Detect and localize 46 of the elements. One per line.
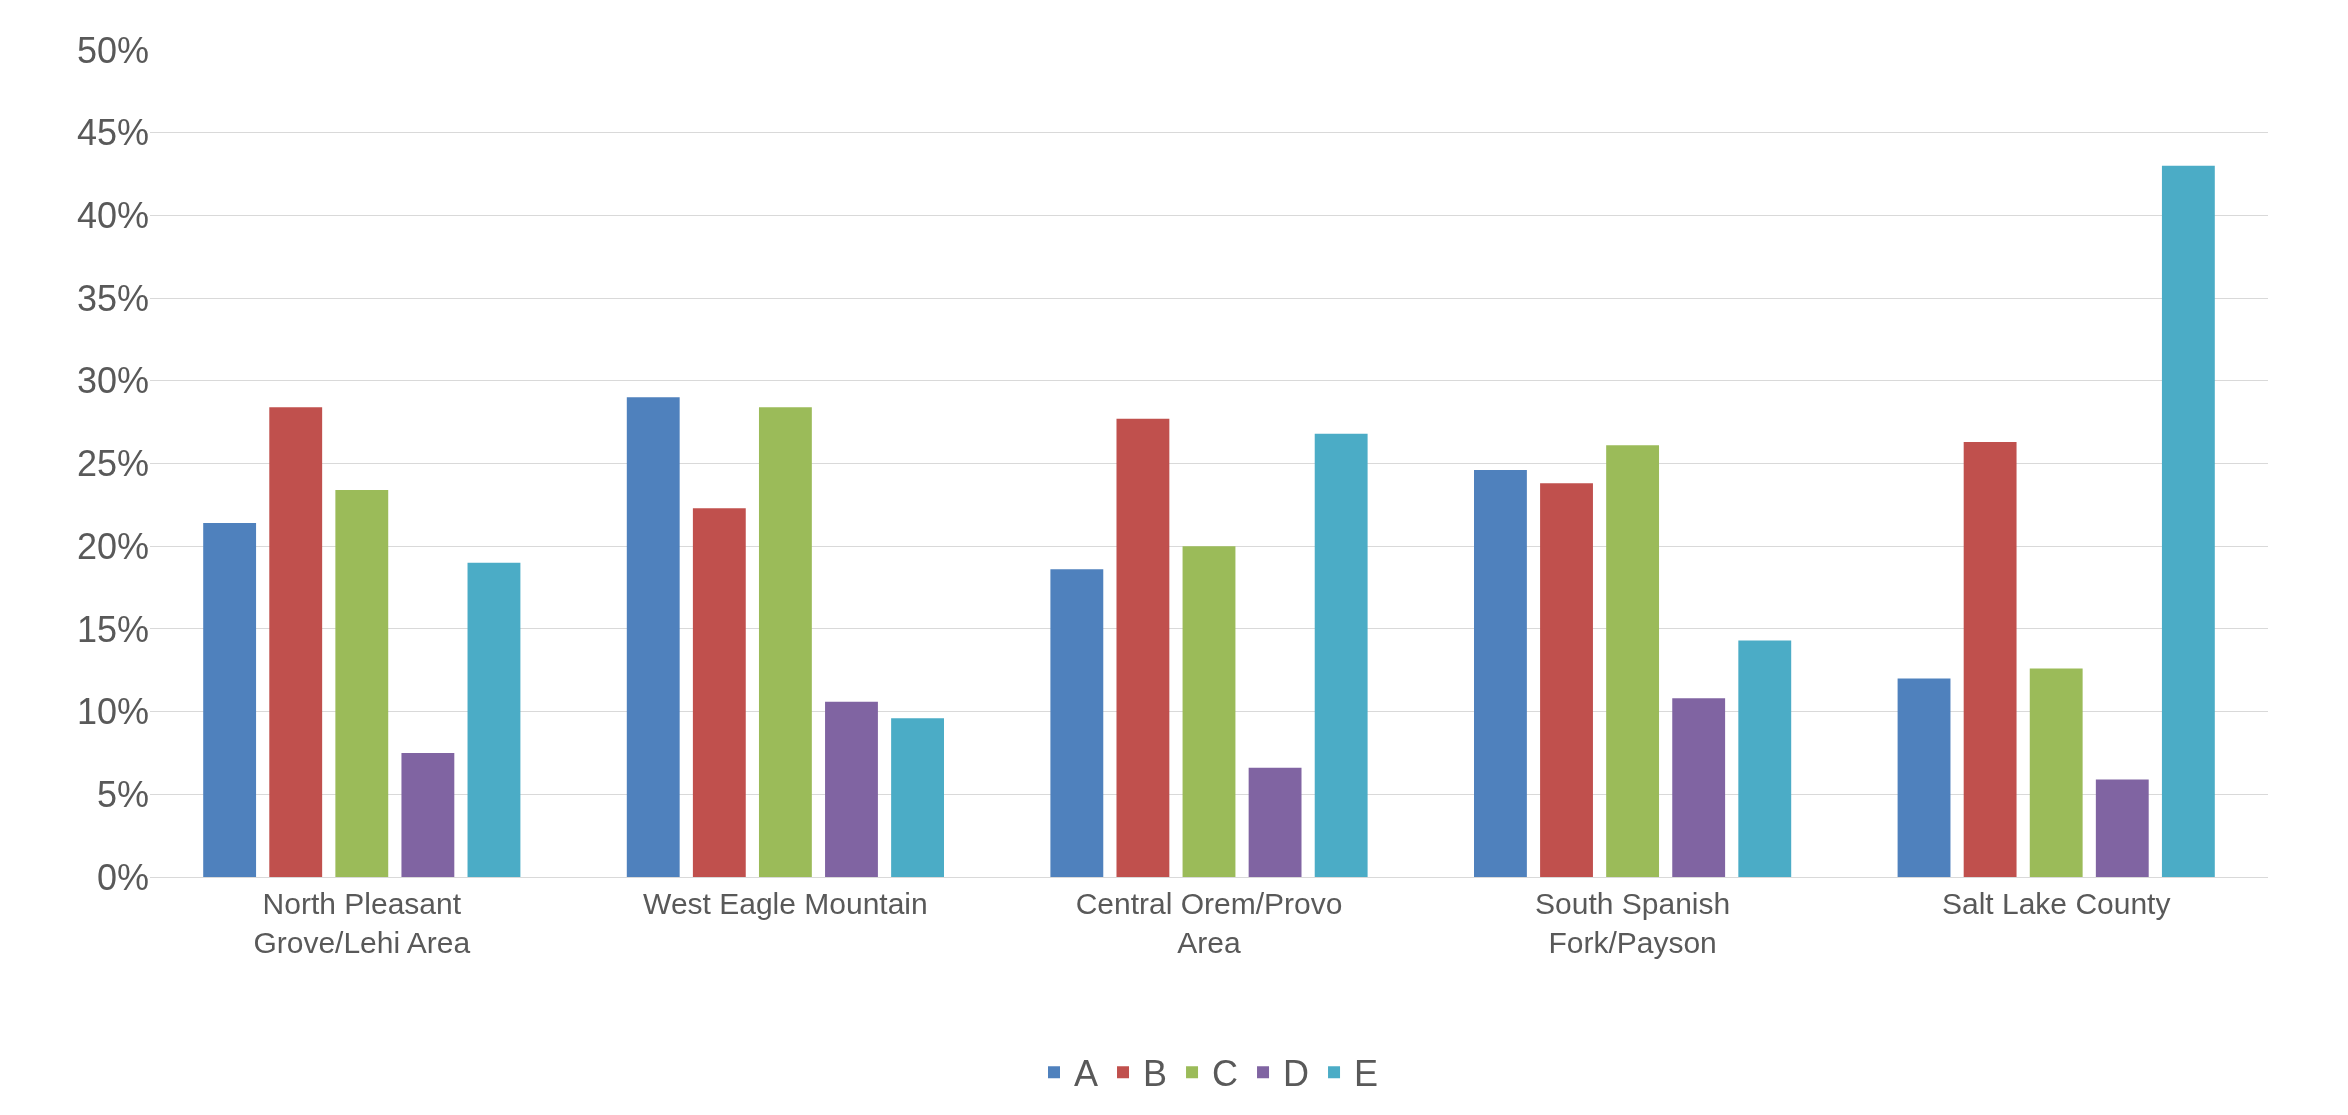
bar (825, 701, 878, 877)
y-tick-label: 10% (76, 691, 149, 733)
bar (891, 718, 944, 877)
bar (1248, 767, 1302, 877)
bar (335, 489, 389, 877)
bar (1116, 418, 1170, 877)
bar (1606, 445, 1660, 877)
bar (626, 397, 680, 877)
x-tick-label: Central Orem/Provo Area (1075, 887, 1343, 959)
y-tick-label: 25% (76, 443, 149, 485)
bar (269, 407, 323, 877)
x-tick-label: South Spanish Fork/Payson (1535, 887, 1731, 959)
x-tick-label: North Pleasant Grove/Lehi Area (253, 887, 471, 959)
legend-label: C (1212, 1053, 1239, 1095)
bar (1050, 569, 1104, 877)
bar (1314, 433, 1368, 877)
legend-label: B (1143, 1053, 1168, 1095)
bar (1738, 640, 1792, 877)
bar (1897, 678, 1951, 877)
bar (2161, 165, 2215, 877)
bar (758, 407, 812, 877)
bar (1963, 442, 2017, 877)
bar (401, 752, 455, 877)
x-tick-label: Salt Lake County (1941, 887, 2171, 920)
bar (2095, 779, 2149, 877)
bar (1672, 698, 1726, 877)
y-tick-label: 35% (76, 277, 149, 319)
x-tick-label: West Eagle Mountain (643, 887, 928, 920)
bar (2029, 668, 2083, 877)
y-tick-label: 20% (76, 525, 149, 567)
y-tick-label: 30% (76, 360, 149, 402)
legend-label: E (1354, 1053, 1379, 1095)
bar (1540, 483, 1593, 877)
bar (203, 523, 257, 877)
bar (1474, 470, 1527, 877)
y-tick-label: 45% (76, 112, 149, 154)
y-tick-label: 15% (76, 608, 149, 650)
y-tick-label: 50% (76, 29, 149, 71)
legend-label: A (1074, 1053, 1099, 1095)
bar (467, 562, 521, 877)
y-tick-label: 40% (76, 195, 149, 236)
y-tick-label: 5% (96, 773, 149, 815)
bar (692, 508, 746, 877)
y-tick-label: 0% (96, 856, 149, 898)
legend-label: D (1283, 1053, 1310, 1095)
bar (1182, 546, 1236, 877)
